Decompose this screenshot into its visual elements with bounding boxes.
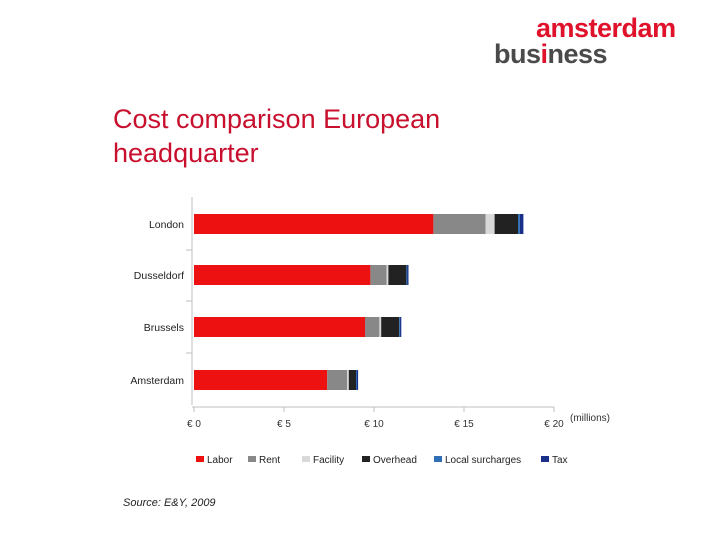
logo-business-end: ness	[547, 39, 608, 69]
bar-brussels-rent	[365, 317, 380, 337]
bar-amsterdam-labor	[194, 370, 328, 390]
x-unit-label: (millions)	[570, 413, 610, 424]
bar-dusseldorf-local-surcharges	[406, 265, 408, 285]
logo-line-business: business	[494, 39, 608, 69]
bar-dusseldorf-labor	[194, 265, 371, 285]
slide-title: Cost comparison European headquarter	[113, 102, 533, 170]
bar-brussels-facility	[379, 317, 382, 337]
bar-london-facility	[485, 214, 495, 234]
bar-amsterdam-overhead	[348, 370, 356, 390]
legend-label-facility: Facility	[313, 455, 344, 466]
bar-amsterdam-facility	[347, 370, 349, 390]
x-tick-label-4: € 20	[544, 419, 564, 430]
legend-swatch-tax	[541, 456, 549, 462]
x-tick-label-1: € 5	[277, 419, 291, 430]
slide-title-line-2: headquarter	[113, 138, 259, 168]
legend-swatch-local-surcharges	[434, 456, 442, 462]
legend-label-labor: Labor	[207, 455, 233, 466]
bar-london-labor	[194, 214, 434, 234]
bar-amsterdam-local-surcharges	[356, 370, 358, 390]
bar-dusseldorf-overhead	[388, 265, 407, 285]
bar-london-rent	[433, 214, 486, 234]
legend-label-overhead: Overhead	[373, 455, 417, 466]
bar-london-tax	[519, 214, 524, 234]
legend-swatch-overhead	[362, 456, 370, 462]
category-label-dusseldorf: Dusseldorf	[134, 270, 184, 282]
logo-line-amsterdam: amsterdam	[536, 13, 676, 43]
legend-label-tax: Tax	[552, 455, 568, 466]
bar-brussels-tax	[400, 317, 402, 337]
category-label-london: London	[149, 219, 184, 231]
bar-amsterdam-tax	[356, 370, 359, 390]
bar-brussels-local-surcharges	[399, 317, 401, 337]
legend-swatch-rent	[248, 456, 256, 462]
logo-business-accent: i	[540, 39, 549, 69]
bar-london-local-surcharges	[518, 214, 520, 234]
legend-swatch-labor	[196, 456, 204, 462]
bar-amsterdam-rent	[327, 370, 347, 390]
logo-business-start: bus	[494, 39, 541, 69]
legend-label-rent: Rent	[259, 455, 280, 466]
bar-brussels-overhead	[381, 317, 400, 337]
legend-swatch-facility	[302, 456, 310, 462]
legend-label-local-surcharges: Local surcharges	[445, 455, 521, 466]
slide-title-line-1: Cost comparison European	[113, 104, 441, 134]
bar-brussels-labor	[194, 317, 365, 337]
source-note: Source: E&Y, 2009	[123, 497, 216, 509]
bar-london-overhead	[494, 214, 518, 234]
bar-dusseldorf-rent	[370, 265, 387, 285]
amsterdam-business-logo: amsterdam business	[494, 12, 694, 68]
bar-dusseldorf-tax	[407, 265, 409, 285]
x-tick-label-0: € 0	[187, 419, 201, 430]
bar-dusseldorf-facility	[386, 265, 389, 285]
category-label-amsterdam: Amsterdam	[130, 375, 184, 387]
x-tick-label-3: € 15	[454, 419, 474, 430]
category-label-brussels: Brussels	[144, 322, 184, 334]
x-tick-label-2: € 10	[364, 419, 384, 430]
